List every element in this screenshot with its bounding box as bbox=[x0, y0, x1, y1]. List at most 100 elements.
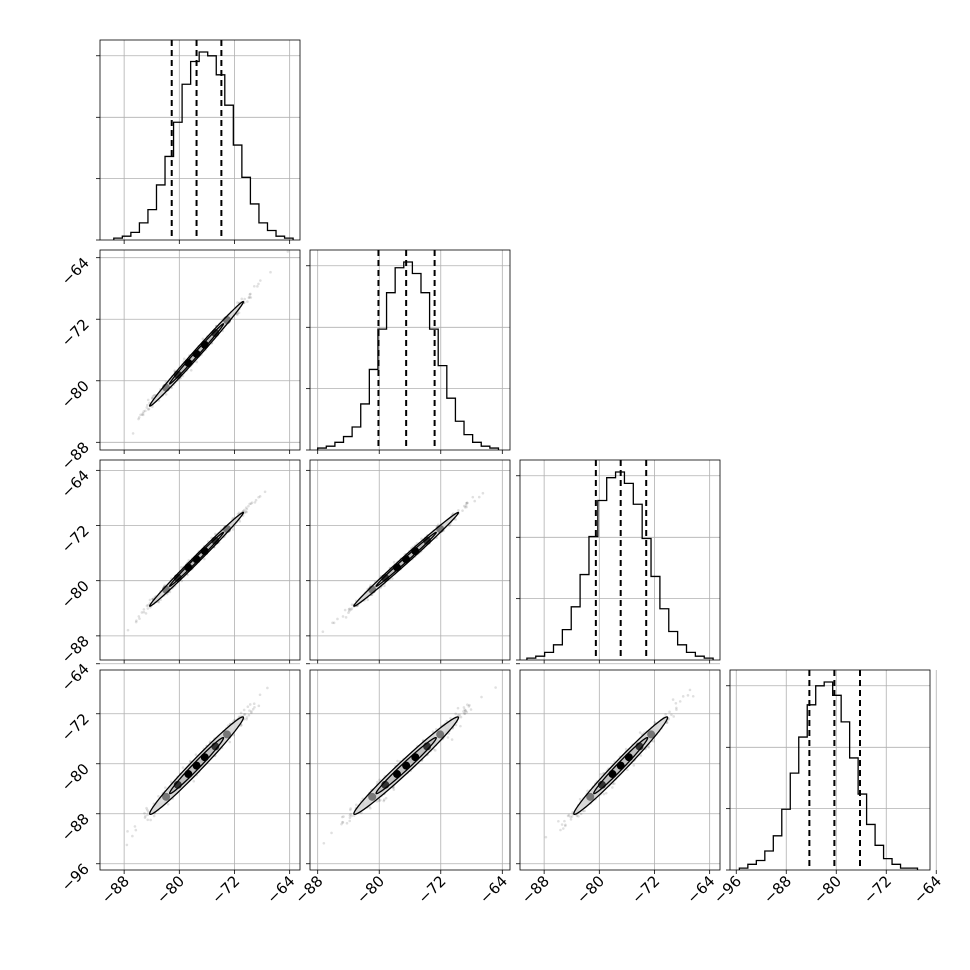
sample-point bbox=[134, 828, 138, 832]
sample-point bbox=[249, 292, 252, 296]
sample-point bbox=[466, 703, 469, 706]
sample-point bbox=[341, 615, 345, 618]
y-tick-label: −72 bbox=[58, 315, 93, 350]
sample-point bbox=[245, 716, 249, 719]
sample-point bbox=[639, 754, 643, 757]
sample-point bbox=[189, 368, 193, 372]
sample-point bbox=[671, 698, 675, 701]
contour-2sigma bbox=[148, 511, 245, 607]
y-tick-label: −88 bbox=[58, 632, 93, 667]
x-tick-label: −64 bbox=[263, 872, 298, 907]
sample-point bbox=[396, 759, 399, 763]
sample-point bbox=[686, 694, 690, 697]
sample-point bbox=[349, 812, 353, 816]
sample-point bbox=[248, 502, 251, 506]
contour-2sigma bbox=[353, 716, 460, 815]
y-tick-label: −64 bbox=[58, 466, 93, 501]
sample-point bbox=[145, 604, 149, 608]
sample-point bbox=[463, 708, 467, 711]
sample-point bbox=[384, 796, 388, 800]
sample-point bbox=[231, 528, 235, 531]
sample-point bbox=[583, 809, 586, 813]
sample-point bbox=[147, 407, 151, 411]
sample-point bbox=[157, 794, 160, 798]
sample-point bbox=[257, 495, 260, 499]
sample-point bbox=[446, 736, 450, 739]
sample-point bbox=[146, 810, 150, 813]
sample-point bbox=[465, 501, 469, 505]
density-peak bbox=[402, 555, 411, 564]
sample-point bbox=[465, 505, 468, 509]
x-tick-label: −72 bbox=[208, 872, 243, 907]
sample-point bbox=[665, 721, 669, 724]
density-peak bbox=[162, 792, 171, 801]
sample-point bbox=[348, 819, 352, 823]
sample-point bbox=[613, 782, 616, 785]
panel-content bbox=[544, 688, 695, 839]
sample-point bbox=[681, 695, 685, 698]
sample-point bbox=[149, 818, 152, 822]
sample-point bbox=[246, 705, 250, 709]
y-tick-label: −96 bbox=[58, 860, 93, 895]
sample-point bbox=[251, 707, 255, 711]
sample-point bbox=[494, 686, 497, 689]
sample-point bbox=[131, 432, 135, 435]
x-tick-label: −88 bbox=[98, 872, 133, 907]
sample-point bbox=[391, 577, 394, 580]
sample-point bbox=[433, 749, 437, 752]
contour-1sigma bbox=[168, 736, 225, 795]
x-tick-label: −96 bbox=[710, 872, 745, 907]
x-tick-label: −80 bbox=[810, 872, 845, 907]
sample-point bbox=[151, 397, 154, 400]
sample-point bbox=[258, 495, 262, 498]
sample-point bbox=[465, 710, 469, 714]
sample-point bbox=[250, 711, 253, 715]
y-tick-label: −80 bbox=[58, 577, 93, 612]
sample-point bbox=[341, 820, 344, 824]
sample-point bbox=[342, 815, 345, 818]
sample-point bbox=[348, 814, 352, 817]
sample-point bbox=[195, 360, 199, 364]
sample-point bbox=[559, 828, 562, 832]
sample-point bbox=[557, 819, 560, 823]
sample-point bbox=[463, 712, 466, 715]
sample-point bbox=[626, 768, 629, 772]
sample-point bbox=[240, 723, 243, 727]
sample-point bbox=[286, 250, 290, 253]
sample-point bbox=[345, 821, 349, 825]
density-peak bbox=[586, 792, 595, 801]
sample-point bbox=[567, 813, 571, 817]
sample-point bbox=[465, 501, 468, 505]
sample-point bbox=[248, 709, 251, 712]
sample-point bbox=[569, 815, 572, 819]
sample-point bbox=[652, 739, 655, 743]
sample-point bbox=[258, 693, 262, 697]
sample-point bbox=[146, 818, 150, 822]
sample-point bbox=[143, 816, 147, 819]
sample-point bbox=[604, 791, 608, 795]
sample-point bbox=[691, 694, 695, 698]
sample-point bbox=[340, 822, 343, 826]
sample-point bbox=[236, 301, 239, 304]
sample-point bbox=[563, 824, 567, 828]
sample-point bbox=[577, 815, 580, 818]
sample-point bbox=[336, 617, 339, 621]
sample-point bbox=[257, 282, 260, 286]
histogram-panel-1 bbox=[306, 249, 511, 454]
sample-point bbox=[464, 504, 468, 507]
sample-point bbox=[242, 509, 245, 513]
sample-point bbox=[203, 557, 206, 561]
sample-point bbox=[201, 337, 205, 341]
sample-point bbox=[126, 628, 130, 632]
sample-point bbox=[344, 616, 348, 619]
sample-point bbox=[462, 504, 466, 508]
sample-point bbox=[146, 607, 150, 610]
y-tick-label: −80 bbox=[58, 377, 93, 412]
sample-point bbox=[348, 607, 351, 611]
panel-frame bbox=[99, 249, 301, 451]
sample-point bbox=[464, 709, 468, 712]
sample-point bbox=[146, 808, 149, 812]
x-tick-label: −64 bbox=[476, 872, 511, 907]
density-peak bbox=[223, 730, 232, 739]
histogram-panel-2 bbox=[516, 459, 721, 664]
